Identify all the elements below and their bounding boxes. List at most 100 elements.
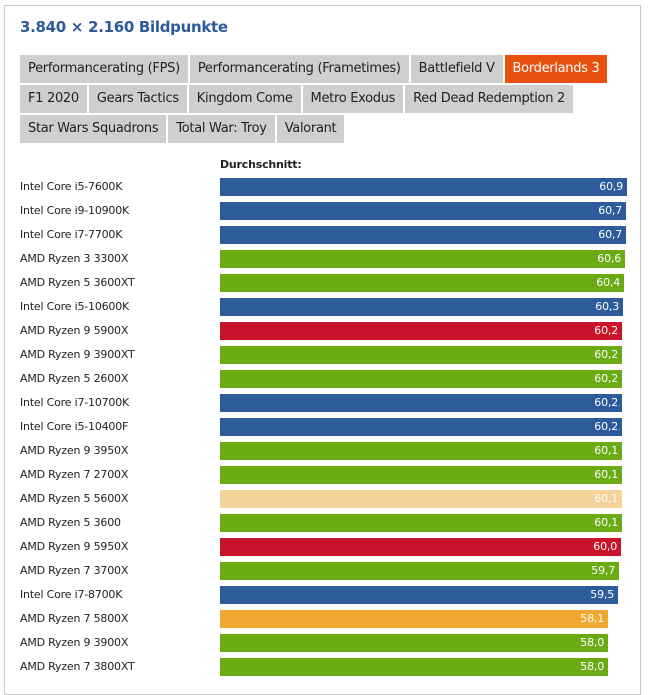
tab-performancerating-fps[interactable]: Performancerating (FPS) [20,55,188,83]
cpu-label: AMD Ryzen 9 5900X [20,324,129,337]
tab-performancerating-frametimes[interactable]: Performancerating (Frametimes) [189,55,409,83]
bar-value: 60,1 [594,444,618,457]
bar: 60,6 [220,250,625,268]
cpu-label: AMD Ryzen 5 2600X [20,372,129,385]
bar-row: Intel Core i5-7600K 60,9 [0,177,648,201]
tab-f1-2020[interactable]: F1 2020 [20,85,87,113]
bar-row: AMD Ryzen 9 3950X 60,1 [0,441,648,465]
bar-row: Intel Core i9-10900K 60,7 [0,201,648,225]
bar: 58,1 [220,610,608,628]
bar-row: AMD Ryzen 5 3600 60,1 [0,513,648,537]
bar: 60,7 [220,202,626,220]
bar-row: AMD Ryzen 7 2700X 60,1 [0,465,648,489]
chart-title: 3.840 × 2.160 Bildpunkte [20,18,228,36]
cpu-label: Intel Core i7-10700K [20,396,130,409]
cpu-label: AMD Ryzen 5 5600X [20,492,129,505]
bar-row: AMD Ryzen 9 3900XT 60,2 [0,345,648,369]
bar-value: 60,0 [593,540,617,553]
bar: 59,5 [220,586,618,604]
bar: 60,2 [220,322,622,340]
bar-row: Intel Core i5-10400F 60,2 [0,417,648,441]
bar: 60,1 [220,514,622,532]
bar-row: Intel Core i7-10700K 60,2 [0,393,648,417]
bar-row: AMD Ryzen 5 5600X 60,1 [0,489,648,513]
bar: 60,2 [220,370,622,388]
bar-value: 60,2 [594,324,618,337]
tab-row: Performancerating (FPS) Performancerating… [20,55,630,83]
bar: 60,2 [220,394,622,412]
bar-row: AMD Ryzen 7 3700X 59,7 [0,561,648,585]
cpu-label: Intel Core i7-7700K [20,228,123,241]
tab-red-dead-redemption-2[interactable]: Red Dead Redemption 2 [405,85,573,113]
tab-borderlands-3[interactable]: Borderlands 3 [504,55,608,83]
bar: 60,2 [220,418,622,436]
bar-row: AMD Ryzen 9 5900X 60,2 [0,321,648,345]
cpu-label: AMD Ryzen 9 3950X [20,444,129,457]
bar-value: 60,2 [594,396,618,409]
bar: 60,1 [220,466,622,484]
bar-value: 58,0 [580,636,604,649]
cpu-label: Intel Core i5-7600K [20,180,123,193]
cpu-label: AMD Ryzen 7 3800XT [20,660,135,673]
tab-star-wars-squadrons[interactable]: Star Wars Squadrons [20,115,167,143]
bar-value: 60,2 [594,348,618,361]
bar-row: AMD Ryzen 5 2600X 60,2 [0,369,648,393]
cpu-label: Intel Core i7-8700K [20,588,123,601]
cpu-label: AMD Ryzen 9 3900XT [20,348,135,361]
tab-gears-tactics[interactable]: Gears Tactics [88,85,187,113]
bar-value: 60,3 [595,300,619,313]
bar-value: 58,0 [580,660,604,673]
tab-kingdom-come[interactable]: Kingdom Come [188,85,301,113]
cpu-label: AMD Ryzen 9 3900X [20,636,129,649]
tab-row: Star Wars Squadrons Total War: Troy Valora… [20,115,630,143]
bar-value: 60,9 [599,180,623,193]
bar-value: 60,1 [594,492,618,505]
bar-value: 60,6 [597,252,621,265]
bar-row: AMD Ryzen 7 5800X 58,1 [0,609,648,633]
tab-total-war-troy[interactable]: Total War: Troy [168,115,275,143]
cpu-label: Intel Core i9-10900K [20,204,130,217]
bar-value: 60,4 [596,276,620,289]
bar: 60,4 [220,274,624,292]
bar-row: AMD Ryzen 9 5950X 60,0 [0,537,648,561]
bar: 60,3 [220,298,623,316]
cpu-label: Intel Core i5-10400F [20,420,129,433]
cpu-label: AMD Ryzen 5 3600 [20,516,121,529]
bar-value: 60,2 [594,372,618,385]
tab-metro-exodus[interactable]: Metro Exodus [302,85,404,113]
bar: 60,9 [220,178,627,196]
bar-row: Intel Core i7-7700K 60,7 [0,225,648,249]
bar-row: AMD Ryzen 7 3800XT 58,0 [0,657,648,681]
bar-value: 60,1 [594,516,618,529]
cpu-label: AMD Ryzen 7 5800X [20,612,129,625]
bar: 59,7 [220,562,619,580]
tab-row: F1 2020 Gears Tactics Kingdom Come Metro Ex… [20,85,630,113]
bar-row: AMD Ryzen 9 3900X 58,0 [0,633,648,657]
bar-value: 60,7 [598,204,622,217]
bar-chart: Intel Core i5-7600K 60,9 Intel Core i9-109… [0,177,648,681]
bar-row: AMD Ryzen 3 3300X 60,6 [0,249,648,273]
bar: 60,0 [220,538,621,556]
bar: 60,1 [220,442,622,460]
bar-value: 59,7 [591,564,615,577]
bar-row: Intel Core i5-10600K 60,3 [0,297,648,321]
bar-value: 58,1 [580,612,604,625]
bar-value: 60,7 [598,228,622,241]
cpu-label: AMD Ryzen 9 5950X [20,540,129,553]
benchmark-tabs: Performancerating (FPS) Performancerating… [20,55,630,145]
bar-value: 59,5 [590,588,614,601]
tab-battlefield-v[interactable]: Battlefield V [410,55,503,83]
tab-valorant[interactable]: Valorant [276,115,345,143]
bar: 60,1 [220,490,622,508]
bar-row: Intel Core i7-8700K 59,5 [0,585,648,609]
bar-value: 60,1 [594,468,618,481]
series-label: Durchschnitt: [220,158,302,171]
cpu-label: AMD Ryzen 7 2700X [20,468,129,481]
bar: 58,0 [220,634,608,652]
cpu-label: AMD Ryzen 3 3300X [20,252,129,265]
bar-row: AMD Ryzen 5 3600XT 60,4 [0,273,648,297]
bar: 60,2 [220,346,622,364]
cpu-label: Intel Core i5-10600K [20,300,130,313]
cpu-label: AMD Ryzen 5 3600XT [20,276,135,289]
cpu-label: AMD Ryzen 7 3700X [20,564,129,577]
